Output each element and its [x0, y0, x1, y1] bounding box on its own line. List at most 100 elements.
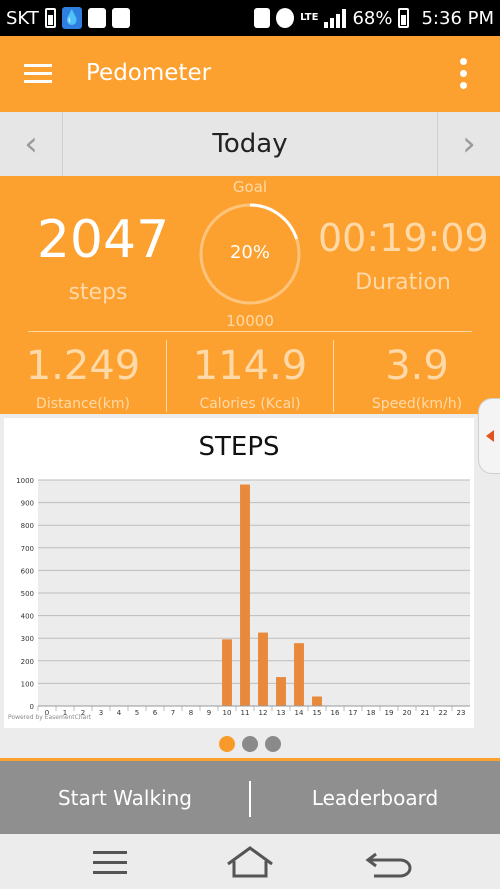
steps-chart-card[interactable]: STEPS 0 100 200 300 400 500 600 700 800 900 1000 0 1…	[4, 418, 474, 728]
x-tick-label: 21	[421, 709, 430, 716]
x-tick-label: 0	[45, 709, 49, 716]
alarm-icon	[276, 8, 295, 28]
goal-percent: 20%	[229, 242, 270, 263]
system-nav-bar	[0, 834, 500, 889]
battery-icon	[398, 8, 410, 28]
duration-label: Duration	[355, 270, 451, 295]
x-tick-label: 6	[153, 709, 158, 716]
y-tick-label: 400	[21, 613, 34, 621]
x-tick-label: 5	[135, 709, 139, 716]
bar-hour-13	[276, 677, 286, 706]
notification-icon	[87, 8, 106, 28]
leaderboard-button[interactable]: Leaderboard	[311, 785, 439, 810]
bar-hour-11	[240, 484, 250, 706]
y-tick-label: 0	[30, 703, 34, 711]
chart-credit: Powered by EasementChart	[8, 714, 92, 721]
speed-metric: 3.9 Speed(km/h)	[334, 342, 500, 414]
x-tick-label: 2	[81, 709, 85, 716]
goal-value: 10000	[226, 312, 274, 330]
stats-panel: 2047 steps Goal 20% 10000 00:19:09 Durat…	[0, 176, 500, 414]
bug-icon	[111, 8, 130, 28]
goal-ring-progress	[199, 203, 301, 305]
y-tick-label: 800	[21, 522, 34, 530]
steps-count: 2047	[36, 210, 170, 270]
x-tick-label: 7	[171, 709, 175, 716]
date-navigator: ‹ Today ›	[0, 112, 500, 176]
x-tick-label: 10	[223, 709, 232, 716]
distance-value: 1.249	[25, 343, 141, 389]
y-tick-label: 600	[21, 567, 34, 575]
more-options-icon[interactable]	[460, 58, 468, 90]
x-tick-label: 11	[241, 709, 250, 716]
y-tick-label: 700	[21, 545, 34, 553]
app-bar: Pedometer	[0, 36, 500, 112]
y-tick-label: 200	[21, 658, 34, 666]
x-tick-label: 8	[189, 709, 193, 716]
chevron-right-icon: ›	[462, 124, 476, 164]
stats-divider	[28, 331, 472, 332]
metric-separator	[333, 340, 334, 412]
x-tick-label: 13	[277, 709, 286, 716]
menu-icon[interactable]	[24, 64, 54, 84]
x-tick-label: 23	[457, 709, 466, 716]
bar-hour-12	[258, 632, 268, 706]
page-dot[interactable]	[219, 736, 235, 752]
x-tick-label: 4	[117, 709, 122, 716]
next-day-button[interactable]: ›	[437, 112, 500, 176]
bar-hour-10	[222, 639, 232, 706]
calories-label: Calories (Kcal)	[199, 396, 301, 412]
x-tick-label: 9	[207, 709, 211, 716]
chart-title: STEPS	[198, 432, 280, 462]
x-tick-label: 1	[63, 709, 67, 716]
speed-value: 3.9	[385, 343, 449, 389]
action-bar: Start Walking Leaderboard	[0, 758, 500, 834]
x-tick-label: 22	[439, 709, 448, 716]
bar-hour-14	[294, 643, 304, 706]
bar-hour-15	[312, 696, 322, 706]
x-tick-label: 17	[349, 709, 358, 716]
home-icon[interactable]	[220, 842, 280, 882]
recent-apps-icon[interactable]	[80, 842, 140, 882]
y-tick-label: 500	[21, 590, 34, 598]
network-type-label: LTE	[300, 12, 319, 23]
x-tick-label: 19	[385, 709, 394, 716]
page-indicator	[0, 736, 500, 754]
sim-battery-icon	[44, 8, 56, 28]
battery-percent: 68%	[352, 7, 393, 29]
vibrate-icon	[254, 8, 271, 28]
start-walking-button[interactable]: Start Walking	[57, 785, 193, 810]
page-dot[interactable]	[242, 736, 258, 752]
x-tick-label: 12	[259, 709, 268, 716]
x-tick-label: 3	[99, 709, 103, 716]
goal-label: Goal	[232, 178, 268, 196]
action-separator	[249, 781, 251, 817]
distance-label: Distance(km)	[36, 396, 130, 412]
metric-separator	[166, 340, 167, 412]
calories-value: 114.9	[192, 343, 308, 389]
water-drop-icon: 💧	[61, 7, 82, 29]
chevron-left-icon: ‹	[24, 124, 38, 164]
status-bar: SKT 💧 LTE 68% 5:36 PM	[0, 0, 500, 36]
side-drawer-handle[interactable]	[478, 398, 500, 474]
x-tick-label: 18	[367, 709, 376, 716]
distance-metric: 1.249 Distance(km)	[0, 342, 166, 414]
x-tick-label: 20	[403, 709, 412, 716]
signal-icon	[324, 8, 347, 28]
calories-metric: 114.9 Calories (Kcal)	[167, 342, 333, 414]
current-date-label: Today	[212, 129, 288, 159]
goal-progress-ring	[199, 203, 301, 305]
back-icon[interactable]	[360, 842, 420, 882]
y-tick-label: 1000	[16, 477, 34, 485]
y-tick-label: 900	[21, 500, 34, 508]
speed-label: Speed(km/h)	[371, 396, 463, 412]
carrier-label: SKT	[6, 7, 39, 29]
duration-value: 00:19:09	[318, 216, 489, 260]
x-tick-label: 16	[331, 709, 340, 716]
page-dot[interactable]	[265, 736, 281, 752]
previous-day-button[interactable]: ‹	[0, 112, 63, 176]
y-tick-label: 300	[21, 635, 34, 643]
app-title: Pedometer	[86, 60, 212, 86]
steps-label: steps	[68, 280, 128, 305]
clock: 5:36 PM	[421, 7, 494, 29]
